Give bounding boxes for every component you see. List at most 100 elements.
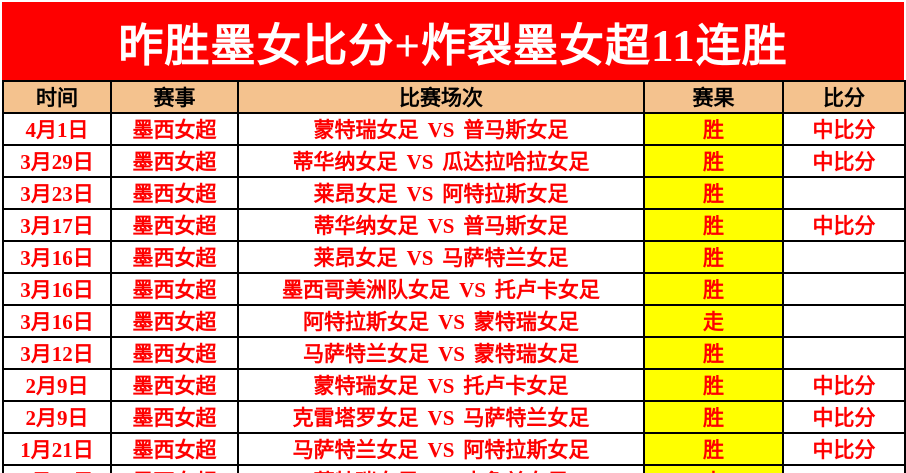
match-cell: 马萨特兰女足 VS 阿特拉斯女足: [237, 432, 645, 466]
date-cell: 3月16日: [2, 304, 112, 338]
match-cell: 莱昂女足 VS 马萨特兰女足: [237, 240, 645, 274]
home-team: 马萨特兰女足: [303, 342, 430, 366]
home-team: 墨西哥美洲队女足: [282, 278, 451, 302]
results-table: 时间 赛事 比赛场次 赛果 比分 4月1日 墨西女超 蒙特瑞女足 VS 普马斯女足胜中比…: [2, 80, 906, 473]
result-cell: 胜: [643, 176, 784, 210]
table-row: 3月16日 墨西女超 阿特拉斯女足 VS 蒙特瑞女足 走: [2, 304, 906, 338]
table-row: 3月16日 墨西女超 莱昂女足 VS 马萨特兰女足 胜: [2, 240, 906, 274]
table-row: 4月1日 墨西女超 蒙特瑞女足 VS 普马斯女足 胜中比分: [2, 112, 906, 146]
league-cell: 墨西女超: [110, 208, 239, 242]
table-header-row: 时间 赛事 比赛场次 赛果 比分: [2, 80, 906, 114]
vs-label: VS: [406, 246, 434, 270]
score-cell: [782, 336, 906, 370]
league-cell: 墨西女超: [110, 144, 239, 178]
match-cell: 阿特拉斯女足 VS 蒙特瑞女足: [237, 304, 645, 338]
promo-banner: 昨胜墨女比分+炸裂墨女超11连胜: [2, 2, 904, 80]
header-result: 赛果: [643, 80, 784, 114]
score-cell: [782, 240, 906, 274]
league-cell: 墨西女超: [110, 368, 239, 402]
score-cell: 中比分: [782, 144, 906, 178]
header-time: 时间: [2, 80, 112, 114]
banner-title: 昨胜墨女比分+炸裂墨女超11连胜: [118, 20, 788, 71]
header-score: 比分: [782, 80, 906, 114]
result-cell: 胜: [643, 240, 784, 274]
table-row: 3月16日 墨西女超 墨西哥美洲队女足 VS 托卢卡女足 胜: [2, 272, 906, 306]
vs-label: VS: [427, 118, 455, 142]
home-team: 莱昂女足: [313, 246, 398, 270]
date-cell: 3月23日: [2, 176, 112, 210]
vs-label: VS: [406, 150, 434, 174]
match-cell: 马萨特兰女足 VS 蒙特瑞女足: [237, 336, 645, 370]
vs-label: VS: [427, 374, 455, 398]
score-cell: [782, 464, 906, 473]
match-cell: 蒂华纳女足 VS 普马斯女足: [237, 208, 645, 242]
header-match: 比赛场次: [237, 80, 645, 114]
score-cell: 中比分: [782, 112, 906, 146]
away-team: 蒙特瑞女足: [473, 310, 579, 334]
result-cell: 走: [643, 304, 784, 338]
results-table-body: 4月1日 墨西女超 蒙特瑞女足 VS 普马斯女足胜中比分 3月29日 墨西女超 蒂华纳女足 VS…: [2, 112, 906, 473]
result-cell: 胜: [643, 272, 784, 306]
table-row: 3月29日 墨西女超 蒂华纳女足 VS 瓜达拉哈拉女足 胜中比分: [2, 144, 906, 178]
match-cell: 蒂华纳女足 VS 瓜达拉哈拉女足: [237, 144, 645, 178]
score-cell: 中比分: [782, 432, 906, 466]
result-cell: 胜: [643, 400, 784, 434]
date-cell: 3月29日: [2, 144, 112, 178]
vs-label: VS: [438, 310, 465, 334]
home-team: 蒙特瑞女足: [314, 470, 419, 473]
away-team: 克鲁兹女足: [463, 470, 568, 473]
match-cell: 蒙特瑞女足 VS 普马斯女足: [237, 112, 645, 146]
league-cell: 墨西女超: [110, 240, 239, 274]
vs-label: VS: [459, 278, 486, 302]
table-row: 1月21日墨西女超蒙特瑞女足 VS 克鲁兹女足 走: [2, 464, 906, 473]
match-cell: 蒙特瑞女足 VS 托卢卡女足: [237, 368, 645, 402]
away-team: 马萨特兰女足: [442, 246, 569, 270]
league-cell: 墨西女超: [110, 336, 239, 370]
league-cell: 墨西女超: [110, 176, 239, 210]
away-team: 阿特拉斯女足: [442, 182, 569, 206]
away-team: 托卢卡女足: [494, 278, 600, 302]
vs-label: VS: [438, 342, 465, 366]
result-cell: 胜: [643, 368, 784, 402]
score-cell: [782, 272, 906, 306]
vs-label: VS: [428, 470, 455, 473]
league-cell: 墨西女超: [110, 464, 239, 473]
result-cell: 胜: [643, 208, 784, 242]
table-row: 3月12日 墨西女超 马萨特兰女足 VS 蒙特瑞女足 胜: [2, 336, 906, 370]
league-cell: 墨西女超: [110, 112, 239, 146]
away-team: 普马斯女足: [463, 214, 569, 238]
home-team: 莱昂女足: [313, 182, 398, 206]
score-cell: 中比分: [782, 208, 906, 242]
away-team: 瓜达拉哈拉女足: [442, 150, 590, 174]
league-cell: 墨西女超: [110, 432, 239, 466]
date-cell: 3月16日: [2, 240, 112, 274]
away-team: 普马斯女足: [463, 118, 569, 142]
home-team: 克雷塔罗女足: [292, 406, 419, 430]
home-team: 蒂华纳女足: [292, 150, 398, 174]
date-cell: 3月16日: [2, 272, 112, 306]
league-cell: 墨西女超: [110, 272, 239, 306]
date-cell: 1月21日: [2, 464, 112, 473]
home-team: 蒂华纳女足: [313, 214, 419, 238]
table-row: 2月9日 墨西女超 蒙特瑞女足 VS 托卢卡女足 胜中比分: [2, 368, 906, 402]
result-cell: 胜: [643, 432, 784, 466]
table-row: 3月17日 墨西女超 蒂华纳女足 VS 普马斯女足 胜中比分: [2, 208, 906, 242]
score-cell: [782, 304, 906, 338]
date-cell: 2月9日: [2, 368, 112, 402]
score-cell: 中比分: [782, 368, 906, 402]
result-cell: 胜: [643, 112, 784, 146]
away-team: 马萨特兰女足: [463, 406, 590, 430]
league-cell: 墨西女超: [110, 304, 239, 338]
header-league: 赛事: [110, 80, 239, 114]
home-team: 蒙特瑞女足: [313, 118, 419, 142]
score-cell: 中比分: [782, 400, 906, 434]
result-cell: 胜: [643, 336, 784, 370]
score-cell: [782, 176, 906, 210]
results-table-wrap: 时间 赛事 比赛场次 赛果 比分 4月1日 墨西女超 蒙特瑞女足 VS 普马斯女足胜中比…: [2, 80, 906, 473]
vs-label: VS: [406, 182, 434, 206]
date-cell: 3月17日: [2, 208, 112, 242]
vs-label: VS: [427, 406, 455, 430]
match-cell: 莱昂女足 VS 阿特拉斯女足: [237, 176, 645, 210]
home-team: 马萨特兰女足: [292, 438, 419, 462]
table-row: 2月9日 墨西女超 克雷塔罗女足 VS 马萨特兰女足 胜中比分: [2, 400, 906, 434]
